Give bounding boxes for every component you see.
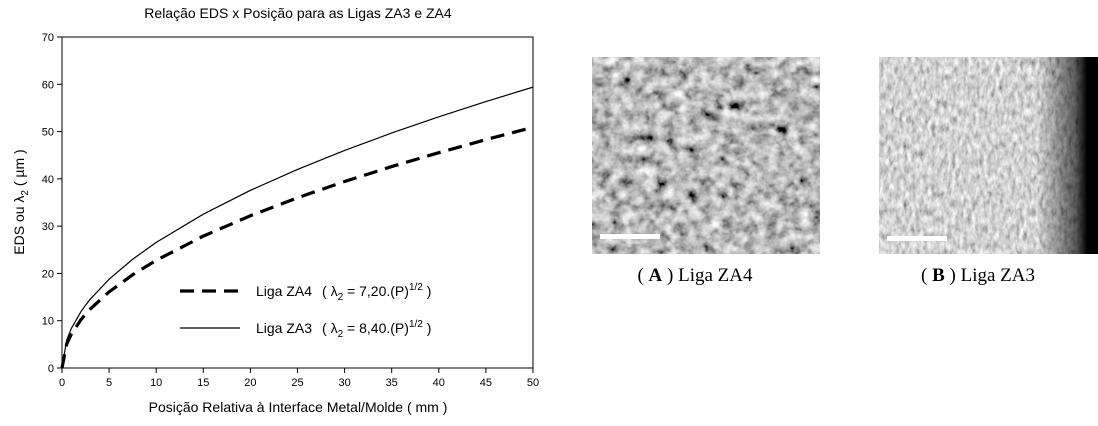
x-tick-label: 5 [106,377,112,389]
y-tick-label: 0 [48,363,54,375]
legend-text: Liga ZA3 [256,320,312,336]
caption-a: ( A ) Liga ZA4 [637,265,753,286]
y-tick-label: 40 [42,174,54,186]
legend-text: ( λ [322,320,338,336]
scale-bar [887,236,947,241]
legend-text: 1/2 [409,282,423,293]
legend-label: Liga ZA4( λ2 = 7,20.(P)1/2 ) [256,282,431,303]
figure: Relação EDS x Posição para as Ligas ZA3 … [0,0,1098,426]
x-tick-label: 45 [480,377,492,389]
micrograph-b [879,57,1098,254]
legend-text: = 8,40.(P) [343,320,409,336]
x-tick-label: 25 [291,377,303,389]
y-tick-label: 50 [42,127,54,139]
legend-text: ( λ [322,283,338,299]
x-tick-label: 20 [244,377,256,389]
legend-text: ) [423,283,432,299]
x-tick-label: 15 [197,377,209,389]
micrograph-shadow [879,57,1098,254]
x-tick-label: 30 [338,377,350,389]
plot-frame [62,37,533,368]
legend-label: Liga ZA3( λ2 = 8,40.(P)1/2 ) [256,319,431,340]
caption-b: ( B ) Liga ZA3 [921,265,1035,286]
page: Relação EDS x Posição para as Ligas ZA3 … [0,0,1098,426]
x-tick-label: 10 [150,377,162,389]
x-tick-label: 35 [386,377,398,389]
y-tick-label: 30 [42,221,54,233]
legend-text: ) [423,320,432,336]
legend-text: Liga ZA4 [256,283,312,299]
legend-text: = 7,20.(P) [343,283,409,299]
legend-text: 1/2 [409,319,423,330]
y-tick-label: 20 [42,268,54,280]
chart-title: Relação EDS x Posição para as Ligas ZA3 … [144,5,452,21]
scale-bar [600,234,660,239]
x-axis-label: Posição Relativa à Interface Metal/Molde… [149,399,448,415]
y-axis-label: EDS ou λ2 ( µm ) [11,149,31,254]
micrograph-a [592,57,820,254]
y-tick-label: 10 [42,316,54,328]
micrograph-image [592,57,820,254]
x-tick-label: 0 [59,377,65,389]
y-tick-label: 60 [42,79,54,91]
x-tick-label: 40 [433,377,445,389]
y-tick-label: 70 [42,32,54,44]
x-tick-label: 50 [527,377,539,389]
